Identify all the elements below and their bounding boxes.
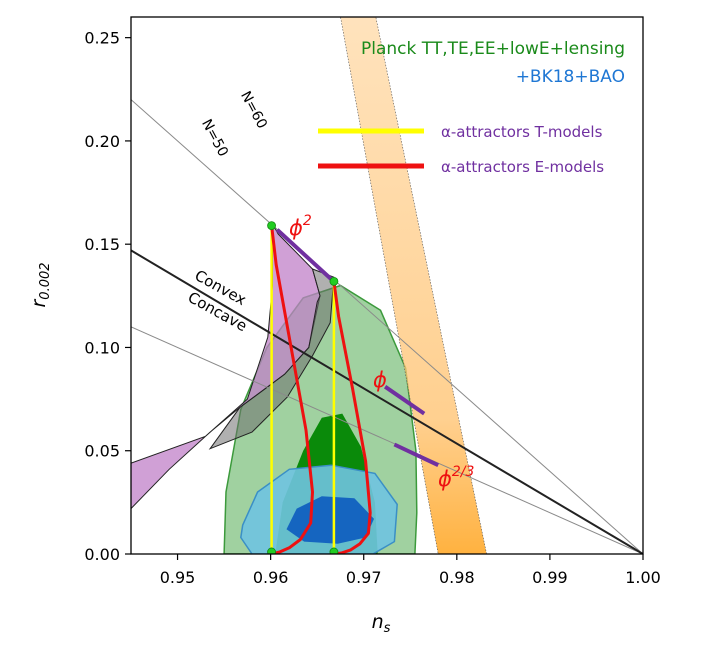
y-tick-label: 0.10 <box>84 338 120 357</box>
plot-regions <box>131 17 487 554</box>
marker-point-3 <box>329 547 339 554</box>
annotation-n50: N=50 <box>198 117 231 160</box>
legend-label-t-models: α-attractors T-models <box>441 123 603 141</box>
plot-series <box>267 221 440 554</box>
y-tick-label: 0.25 <box>84 29 120 48</box>
plot-lines <box>131 99 643 554</box>
dataset-label-bao: +BK18+BAO <box>516 67 625 87</box>
band-n50-n60 <box>340 17 487 554</box>
dataset-label-planck: Planck TT,TE,EE+lowE+lensing <box>361 39 625 59</box>
legend-label-e-models: α-attractors E-models <box>441 158 604 176</box>
marker-point-2 <box>267 547 276 554</box>
x-tick-label: 0.97 <box>346 568 382 587</box>
x-axis-label: ns <box>372 611 391 636</box>
plot-frame <box>130 16 644 555</box>
marker-point-1 <box>329 276 339 286</box>
x-tick-label: 0.99 <box>532 568 568 587</box>
x-axis-ticks: 0.95 0.96 0.97 0.98 0.99 1.00 <box>160 554 661 587</box>
x-tick-label: 0.95 <box>160 568 196 587</box>
segment-5 <box>383 385 426 416</box>
y-tick-label: 0.15 <box>84 235 120 254</box>
annotation-n60: N=60 <box>237 89 270 132</box>
annotation-phi: ϕ <box>373 368 387 392</box>
e-model-curve-3 <box>332 281 372 554</box>
y-tick-label: 0.20 <box>84 132 120 151</box>
annotation-phi-squared: ϕ2 <box>289 213 312 240</box>
line-thin-lower <box>131 326 643 554</box>
y-tick-label: 0.00 <box>84 545 120 564</box>
x-tick-label: 0.96 <box>253 568 289 587</box>
annotation-phi-two-thirds: ϕ2/3 <box>438 464 474 491</box>
y-tick-label: 0.05 <box>84 442 120 461</box>
x-tick-label: 1.00 <box>625 568 661 587</box>
y-axis-ticks: 0.00 0.05 0.10 0.15 0.20 0.25 <box>84 29 131 564</box>
line-thin-upper <box>131 99 643 554</box>
segment-4 <box>275 228 338 285</box>
e-model-curve-2 <box>270 225 314 554</box>
x-tick-label: 0.98 <box>439 568 475 587</box>
contour-blue-inner <box>286 496 374 544</box>
y-axis-label: r0.002 <box>28 262 53 307</box>
segment-6 <box>393 442 440 468</box>
line-convex-concave <box>131 249 643 554</box>
marker-point-0 <box>267 221 276 231</box>
